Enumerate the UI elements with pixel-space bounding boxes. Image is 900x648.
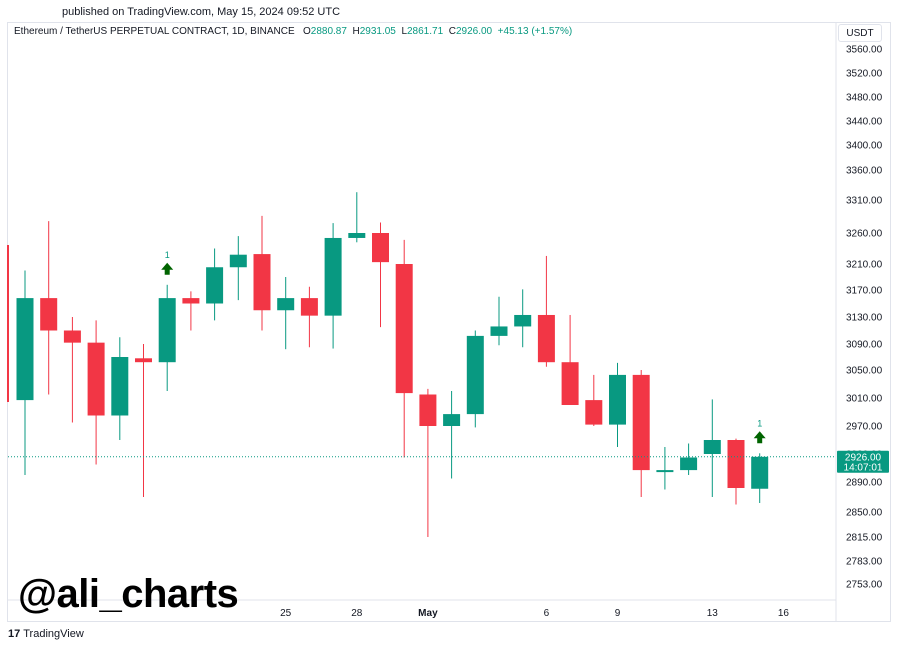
price-tick-label: 3440.00 xyxy=(846,117,883,128)
price-tick-label: 3010.00 xyxy=(846,394,883,405)
time-axis-label: 16 xyxy=(778,608,790,619)
high-value: 2931.05 xyxy=(359,26,396,37)
candle-body xyxy=(466,335,484,415)
change-value: +45.13 (+1.57%) xyxy=(497,26,573,37)
candle-body xyxy=(229,254,247,268)
buy-signal-label: 1 xyxy=(757,418,762,428)
price-tick-label: 3130.00 xyxy=(846,313,883,324)
candle-body xyxy=(419,394,437,426)
price-tick-label: 3360.00 xyxy=(846,166,883,177)
open-value: 2880.87 xyxy=(310,26,347,37)
symbol-label: Ethereum / TetherUS PERPETUAL CONTRACT, … xyxy=(14,26,295,37)
candle-body xyxy=(348,233,366,238)
candle-body xyxy=(40,298,58,331)
price-tick-label: 2815.00 xyxy=(846,533,883,544)
candle-body xyxy=(206,267,224,304)
bar-countdown: 14:07:01 xyxy=(844,462,883,473)
candle-body xyxy=(182,298,200,304)
tradingview-logo-icon: 17 xyxy=(8,628,21,640)
price-tick-label: 2783.00 xyxy=(846,557,883,568)
candle-body xyxy=(111,357,129,416)
currency-button[interactable]: USDT xyxy=(838,24,882,42)
candle-body xyxy=(443,414,461,426)
candle-body xyxy=(372,233,389,263)
candle-body xyxy=(632,374,650,471)
time-axis-label: 9 xyxy=(615,608,621,619)
candle-body xyxy=(751,456,769,489)
ohlc-legend: Ethereum / TetherUS PERPETUAL CONTRACT, … xyxy=(14,26,572,37)
price-tick-label: 2753.00 xyxy=(846,580,883,591)
low-label: L xyxy=(401,26,407,37)
candle-body xyxy=(703,440,721,454)
candle-body xyxy=(561,362,579,405)
candle-body xyxy=(16,298,34,401)
candle-body xyxy=(63,330,81,343)
price-tick-label: 3210.00 xyxy=(846,260,883,271)
candle-body xyxy=(253,254,271,311)
buy-signal-arrow-icon xyxy=(753,431,766,444)
time-axis-label: 28 xyxy=(351,608,363,619)
price-tick-label: 3260.00 xyxy=(846,229,883,240)
price-tick-label: 2970.00 xyxy=(846,422,883,433)
candle-body xyxy=(300,298,318,316)
tradingview-logo-text: TradingView xyxy=(23,628,84,640)
published-note: published on TradingView.com, May 15, 20… xyxy=(62,6,341,18)
candle-body xyxy=(135,358,152,363)
candle-body xyxy=(585,400,603,425)
price-tick-label: 3480.00 xyxy=(846,93,883,104)
candle-body xyxy=(324,237,342,316)
price-tick-label: 3400.00 xyxy=(846,141,883,152)
candle-body xyxy=(609,374,626,425)
high-label: H xyxy=(352,26,360,37)
time-axis-label: 25 xyxy=(280,608,292,619)
buy-signal-arrow-icon xyxy=(161,262,174,275)
close-value: 2926.00 xyxy=(455,26,493,37)
last-price-tag xyxy=(837,450,889,473)
candle-body xyxy=(680,457,698,471)
price-tick-label: 3310.00 xyxy=(846,196,883,207)
candle-body xyxy=(537,314,555,363)
price-tick-label: 2890.00 xyxy=(846,478,883,489)
buy-signal-label: 1 xyxy=(165,250,170,260)
price-tick-label: 3560.00 xyxy=(846,45,883,56)
price-tick-label: 2850.00 xyxy=(846,508,883,519)
close-label: C xyxy=(448,26,456,37)
last-price-value: 2926.00 xyxy=(845,452,882,463)
candle-body xyxy=(87,342,105,416)
time-axis-label: May xyxy=(418,608,438,619)
candle-body xyxy=(395,264,413,394)
time-axis-label: 6 xyxy=(544,608,550,619)
candle-body xyxy=(514,314,532,327)
price-tick-label: 3090.00 xyxy=(846,340,883,351)
time-axis-label: 13 xyxy=(707,608,719,619)
candle-body xyxy=(656,470,674,473)
candle-body xyxy=(158,298,176,363)
price-tick-label: 3520.00 xyxy=(846,69,883,80)
candle-body xyxy=(490,326,508,336)
offscreen-candle-edge xyxy=(7,245,9,402)
tradingview-logo[interactable]: 17 TradingView xyxy=(8,628,84,640)
open-label: O xyxy=(302,26,311,37)
candle-body xyxy=(277,298,295,311)
candle-body xyxy=(727,440,745,488)
author-watermark: @ali_charts xyxy=(18,572,239,616)
price-tick-label: 3170.00 xyxy=(846,286,883,297)
low-value: 2861.71 xyxy=(407,26,444,37)
price-tick-label: 3050.00 xyxy=(846,366,883,377)
